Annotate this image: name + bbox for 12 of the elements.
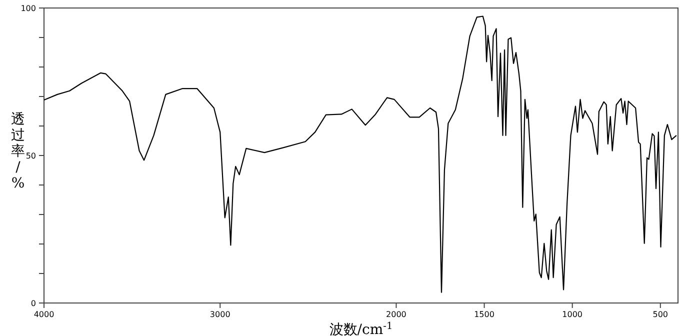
y-tick-label: 100 (20, 4, 36, 13)
line-series (43, 16, 677, 293)
y-tick-label: 0 (30, 298, 36, 308)
x-tick-label: 2000 (386, 310, 406, 319)
y-tick-label: 50 (26, 151, 36, 160)
x-tick-label: 3000 (210, 310, 230, 319)
y-axis-title: 透过率/% (11, 112, 25, 192)
x-tick-label: 4000 (34, 310, 54, 319)
x-tick-label: 500 (652, 310, 668, 319)
x-tick-label: 1000 (562, 310, 583, 319)
x-tick-label: 1500 (474, 310, 494, 319)
x-axis-title: 波数/cm$^{-1}$ (329, 320, 393, 336)
